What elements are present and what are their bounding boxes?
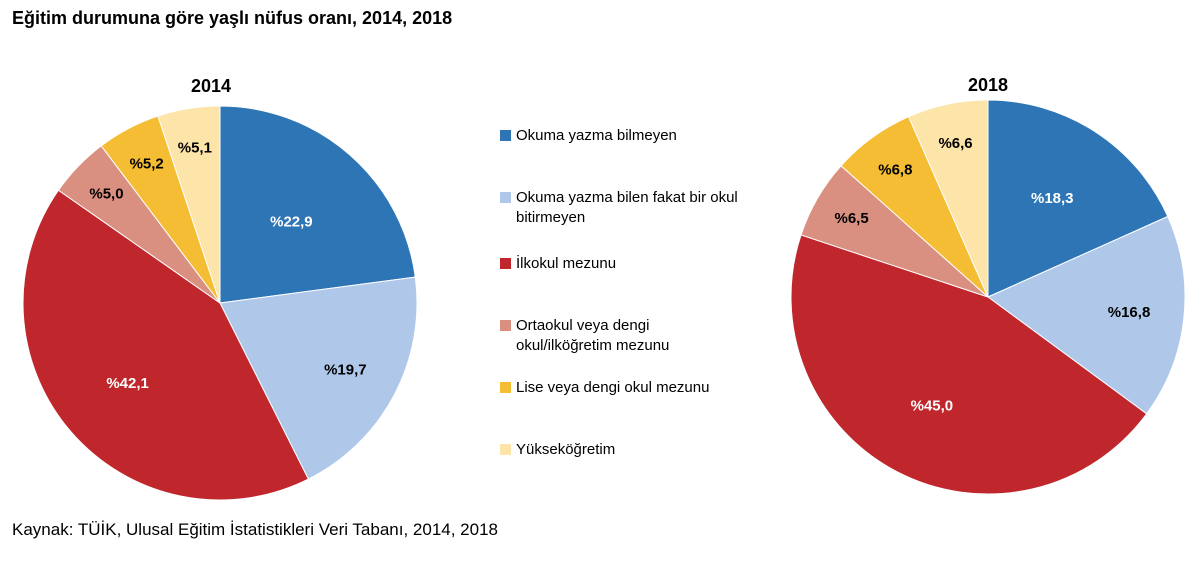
slice-label-2018-ilkokul-mezunu: %45,0 [911,397,954,414]
legend-label: Yükseköğretim [516,441,616,458]
legend-item-yuksekogretim: Yükseköğretim [500,440,760,460]
legend-label: Okuma yazma bilen fakat bir okul bitirme… [516,189,738,226]
pie-slice-2014-okuma-yazma-bilen [219,276,418,480]
slice-label-2018-okuma-yazma-bilen: %16,8 [1108,304,1151,321]
pie-slice-2014-ilkokul-mezunu [22,189,310,501]
legend-item-ilkokul-mezunu: İlkokul mezunu [500,254,760,274]
pie-2014: %22,9 %19,7 %42,1 %5,0 %5,2 %5,1 [22,105,418,501]
pie-2018: %18,3 %16,8 %45,0 %6,5 %6,8 %6,6 [790,99,1186,495]
slice-label-2018-yuksekogretim: %6,6 [938,135,972,152]
pie-slice-2018-yuksekogretim [907,99,989,298]
legend-swatch [500,258,511,269]
slice-label-2014-okuma-yazma-bilmeyen: %22,9 [270,214,313,231]
legend-item-okuma-yazma-bilen: Okuma yazma bilen fakat bir okul bitirme… [500,188,745,228]
pie-slice-2014-yuksekogretim [157,105,221,304]
slice-label-2018-lise: %6,8 [878,161,912,178]
legend-label: Lise veya dengi okul mezunu [516,379,710,396]
legend-swatch [500,320,511,331]
pie-slice-2018-okuma-yazma-bilen [987,215,1186,415]
legend-label: Ortaokul veya dengi okul/ilköğretim mezu… [516,317,670,354]
slice-label-2014-ortaokul: %5,0 [89,186,123,203]
pie-slice-2018-okuma-yazma-bilmeyen [987,99,1169,298]
legend-label: Okuma yazma bilmeyen [516,127,677,144]
legend-swatch [500,382,511,393]
pie-slice-2018-ilkokul-mezunu [790,234,1148,495]
legend-swatch [500,130,511,141]
slice-label-2014-okuma-yazma-bilen: %19,7 [324,361,367,378]
chart-title: Eğitim durumuna göre yaşlı nüfus oranı, … [12,8,453,28]
legend-item-ortaokul: Ortaokul veya dengi okul/ilköğretim mezu… [500,316,735,356]
pie-slice-2014-okuma-yazma-bilmeyen [219,105,416,304]
slice-label-2014-lise: %5,2 [130,155,164,172]
legend-swatch [500,192,511,203]
legend-item-lise: Lise veya dengi okul mezunu [500,378,720,398]
slice-label-2014-ilkokul-mezunu: %42,1 [106,375,149,392]
slice-label-2018-okuma-yazma-bilmeyen: %18,3 [1031,190,1074,207]
pie-title-2014: 2014 [191,76,231,96]
slice-label-2014-yuksekogretim: %5,1 [178,139,212,156]
pie-title-2018: 2018 [968,75,1008,95]
source-note: Kaynak: TÜİK, Ulusal Eğitim İstatistikle… [12,520,499,539]
slice-label-2018-ortaokul: %6,5 [834,210,868,227]
legend-label: İlkokul mezunu [516,255,617,272]
legend-item-okuma-yazma-bilmeyen: Okuma yazma bilmeyen [500,126,760,146]
legend-swatch [500,444,511,455]
